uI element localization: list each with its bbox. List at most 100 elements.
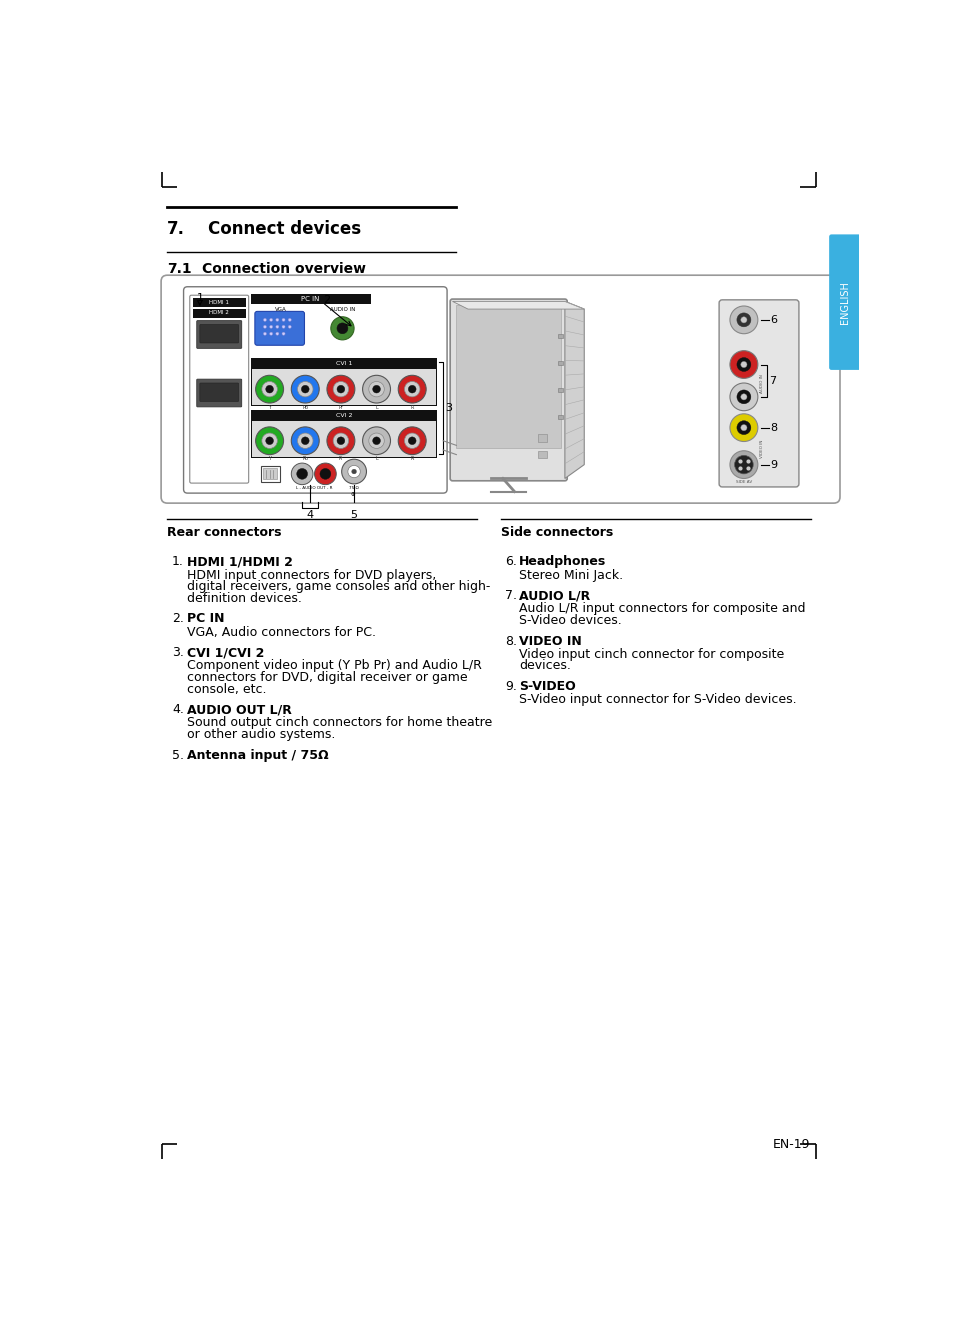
Circle shape	[327, 376, 355, 403]
FancyBboxPatch shape	[199, 384, 238, 402]
Circle shape	[373, 385, 380, 393]
Text: Video input cinch connector for composite: Video input cinch connector for composit…	[518, 648, 783, 660]
Text: VIDEO IN: VIDEO IN	[760, 439, 763, 457]
Bar	[193, 310, 245, 318]
FancyBboxPatch shape	[190, 295, 249, 484]
Text: SIDE AV: SIDE AV	[735, 480, 751, 484]
Circle shape	[404, 381, 419, 397]
Text: Pb: Pb	[302, 456, 308, 461]
Circle shape	[740, 310, 745, 315]
Bar	[251, 358, 436, 406]
Text: devices.: devices.	[518, 659, 571, 672]
Text: 5.: 5.	[172, 749, 184, 762]
Circle shape	[740, 361, 746, 368]
Circle shape	[348, 465, 360, 477]
Text: Connection overview: Connection overview	[202, 262, 366, 275]
Bar	[252, 369, 436, 406]
Text: EN-19: EN-19	[772, 1139, 810, 1152]
Circle shape	[266, 385, 274, 393]
Circle shape	[288, 319, 291, 322]
Text: R: R	[410, 405, 414, 410]
FancyBboxPatch shape	[450, 299, 567, 481]
Text: AUDIO IN: AUDIO IN	[760, 374, 763, 393]
Text: R: R	[410, 456, 414, 461]
FancyBboxPatch shape	[196, 380, 241, 407]
Text: VGA, Audio connectors for PC.: VGA, Audio connectors for PC.	[187, 626, 376, 638]
Text: 1.: 1.	[172, 555, 184, 568]
Circle shape	[270, 326, 273, 328]
Circle shape	[740, 316, 746, 323]
Text: 9: 9	[769, 460, 777, 469]
Text: AUDIO IN: AUDIO IN	[330, 307, 355, 312]
Text: L: L	[375, 405, 377, 410]
Text: 7.1: 7.1	[167, 262, 192, 275]
Circle shape	[270, 319, 273, 322]
Circle shape	[336, 436, 344, 444]
Bar	[558, 415, 562, 419]
Circle shape	[729, 414, 757, 442]
Text: Pb: Pb	[302, 405, 308, 410]
Circle shape	[729, 451, 757, 478]
Text: L - AUDIO OUT - R: L - AUDIO OUT - R	[295, 486, 332, 490]
Text: Sound output cinch connectors for home theatre: Sound output cinch connectors for home t…	[187, 717, 492, 729]
Text: ENGLISH: ENGLISH	[839, 281, 849, 324]
Circle shape	[288, 326, 291, 328]
Circle shape	[369, 434, 384, 448]
Circle shape	[336, 385, 344, 393]
Text: Pr: Pr	[338, 456, 343, 461]
Circle shape	[314, 463, 335, 485]
Text: S-VIDEO: S-VIDEO	[518, 680, 576, 693]
Polygon shape	[564, 302, 583, 478]
Text: 1: 1	[196, 293, 204, 303]
Bar	[251, 410, 436, 457]
Circle shape	[261, 381, 277, 397]
Circle shape	[397, 376, 426, 403]
Circle shape	[301, 385, 309, 393]
Text: 7.: 7.	[167, 220, 185, 237]
Circle shape	[373, 436, 380, 444]
Circle shape	[263, 326, 266, 328]
Text: 9.: 9.	[505, 680, 517, 693]
Text: 4.: 4.	[172, 704, 184, 716]
Circle shape	[301, 436, 309, 444]
Circle shape	[336, 323, 348, 333]
Circle shape	[734, 456, 753, 474]
Circle shape	[255, 427, 283, 455]
Circle shape	[352, 469, 356, 474]
Text: digital receivers, game consoles and other high-: digital receivers, game consoles and oth…	[187, 580, 490, 593]
Text: Pr: Pr	[338, 405, 343, 410]
Circle shape	[736, 357, 750, 372]
Text: Y: Y	[268, 405, 271, 410]
FancyBboxPatch shape	[199, 324, 238, 343]
Text: L: L	[375, 456, 377, 461]
Text: CVI 1: CVI 1	[335, 361, 352, 366]
Text: Rear connectors: Rear connectors	[167, 526, 281, 539]
Circle shape	[282, 319, 285, 322]
Text: HDMI 2: HDMI 2	[209, 311, 229, 315]
Text: HDMI input connectors for DVD players,: HDMI input connectors for DVD players,	[187, 568, 436, 581]
Circle shape	[263, 332, 266, 335]
Circle shape	[333, 381, 348, 397]
Circle shape	[341, 459, 366, 484]
Text: 8.: 8.	[505, 635, 517, 647]
Text: AUDIO L/R: AUDIO L/R	[518, 589, 590, 602]
Bar	[558, 387, 562, 393]
Circle shape	[362, 376, 390, 403]
Text: 7.: 7.	[505, 589, 517, 602]
Text: PC IN: PC IN	[187, 613, 225, 626]
Circle shape	[297, 434, 313, 448]
FancyBboxPatch shape	[828, 235, 860, 370]
Text: PC IN: PC IN	[301, 297, 319, 302]
Circle shape	[397, 427, 426, 455]
FancyBboxPatch shape	[254, 311, 304, 345]
Text: 6.: 6.	[505, 555, 517, 568]
Circle shape	[736, 390, 750, 403]
Circle shape	[291, 427, 319, 455]
Circle shape	[333, 434, 348, 448]
Text: HDMI 1: HDMI 1	[209, 299, 229, 304]
Text: S-Video input connector for S-Video devices.: S-Video input connector for S-Video devi…	[518, 693, 796, 706]
Circle shape	[291, 463, 313, 485]
Circle shape	[736, 312, 750, 327]
Bar	[537, 434, 546, 442]
Circle shape	[263, 319, 266, 322]
